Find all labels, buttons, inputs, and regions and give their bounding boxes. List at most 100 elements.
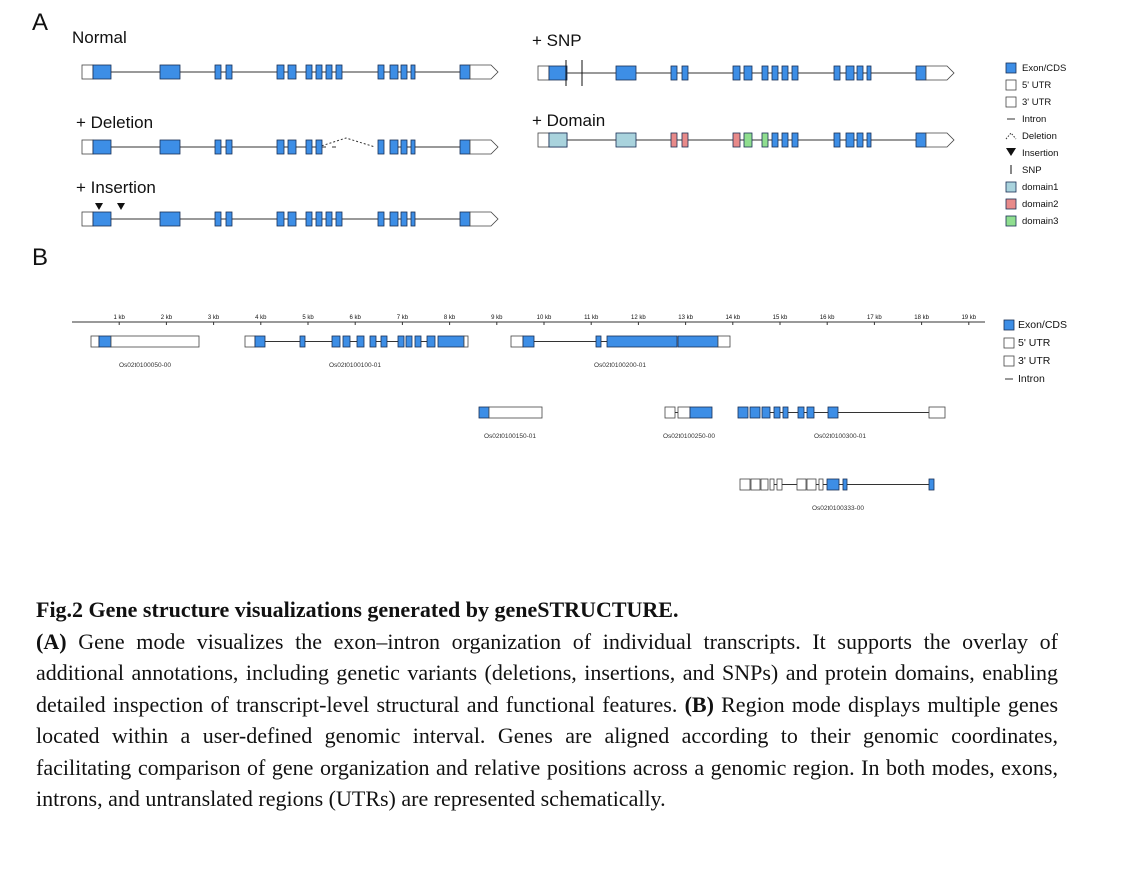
legend-insertion	[1006, 148, 1016, 156]
legend-item: domain1	[1005, 181, 1058, 193]
exon	[342, 335, 351, 348]
exon	[377, 211, 385, 227]
utr	[739, 478, 751, 491]
utr	[81, 211, 94, 227]
exon	[915, 65, 927, 81]
exon	[915, 132, 927, 148]
legend-item: 5' UTR	[1003, 337, 1051, 349]
exon	[389, 211, 399, 227]
region-gene: Os02t0100333-00	[739, 478, 935, 512]
legend-label: domain1	[1022, 182, 1058, 193]
region-axis-ticks: 1 kb 2 kb 3 kb 4 kb 5 kb 6 kb 7 kb 8 kb 9 kb 10 k…	[114, 315, 977, 325]
utr	[537, 132, 550, 148]
exon	[1005, 62, 1017, 74]
legend-item: 3' UTR	[1005, 96, 1051, 108]
axis-tick-label: 19 kb	[961, 315, 976, 321]
axis-tick-label: 2 kb	[161, 315, 173, 321]
caption-title: Fig.2 Gene structure visualizations gene…	[36, 597, 679, 622]
legend-item: Intron	[1005, 373, 1045, 385]
exon	[159, 64, 181, 80]
utr	[110, 335, 200, 348]
legend-label: Exon/CDS	[1018, 319, 1067, 331]
exon	[437, 335, 465, 348]
utr	[776, 478, 783, 491]
exon	[677, 335, 719, 348]
axis-tick-label: 7 kb	[397, 315, 409, 321]
exon	[254, 335, 266, 348]
legend-label: Insertion	[1022, 148, 1058, 159]
legend-item: domain2	[1005, 198, 1058, 210]
legend-item: Exon/CDS	[1003, 319, 1067, 331]
caption-label-a: (A)	[36, 628, 67, 654]
exon	[681, 132, 689, 148]
exon	[732, 65, 741, 81]
axis-tick-label: 4 kb	[255, 315, 267, 321]
exon	[410, 139, 416, 155]
insertion-marker	[117, 203, 125, 210]
panel-b-genes: Os02t0100050-00 Os02t0100100-01 Os02t01002…	[90, 335, 946, 512]
utr	[488, 406, 543, 419]
exon	[771, 132, 779, 148]
gene-id-label: Os02t0100200-01	[594, 362, 646, 369]
exon	[1005, 181, 1017, 193]
exon	[771, 65, 779, 81]
exon	[426, 335, 436, 348]
exon	[397, 335, 405, 348]
exon	[380, 335, 388, 348]
utr	[510, 335, 524, 348]
caption-body: (A) Gene mode visualizes the exon–intron…	[36, 626, 1058, 815]
exon	[791, 132, 799, 148]
exon	[410, 64, 416, 80]
transcript	[537, 132, 955, 148]
utr	[796, 478, 807, 491]
axis-tick-label: 13 kb	[678, 315, 693, 321]
gene-id-label: Os02t0100100-01	[329, 362, 381, 369]
gene-structure-figure: A B Normal + Deletion + Insertion + SNP …	[32, 9, 1067, 512]
utr-3prime	[925, 132, 955, 148]
exon	[761, 406, 771, 419]
legend-item: Intron	[1007, 114, 1046, 125]
legend-label: 5' UTR	[1022, 80, 1051, 91]
exon	[305, 64, 313, 80]
axis-tick-label: 3 kb	[208, 315, 220, 321]
utr	[1005, 96, 1017, 108]
exon	[276, 64, 285, 80]
axis-tick-label: 12 kb	[631, 315, 646, 321]
exon	[225, 139, 233, 155]
utr-3prime	[469, 64, 499, 80]
caption-label-b: (B)	[684, 691, 714, 717]
region-gene: Os02t0100300-01	[737, 406, 946, 440]
exon	[743, 132, 753, 148]
axis-tick-label: 14 kb	[725, 315, 740, 321]
region-gene: Os02t0100150-01	[478, 406, 543, 440]
exon	[400, 64, 408, 80]
exon	[732, 132, 741, 148]
exon	[276, 139, 285, 155]
exon	[92, 64, 112, 80]
exon	[459, 211, 471, 227]
region-gene: Os02t0100200-01	[510, 335, 731, 369]
legend-item: Exon/CDS	[1005, 62, 1066, 74]
exon	[287, 64, 297, 80]
exon	[377, 139, 385, 155]
utr-3prime	[469, 211, 499, 227]
legend-label: 3' UTR	[1018, 355, 1051, 367]
panel-a-legend: Exon/CDS 5' UTR 3' UTR Intron Deletion Insert…	[1005, 62, 1066, 227]
exon	[389, 64, 399, 80]
legend-label: domain3	[1022, 216, 1058, 227]
legend-item: Insertion	[1006, 148, 1058, 159]
utr	[818, 478, 824, 491]
utr	[928, 406, 946, 419]
figure-caption: Fig.2 Gene structure visualizations gene…	[36, 594, 1058, 815]
utr	[1005, 79, 1017, 91]
exon	[856, 65, 864, 81]
exon	[856, 132, 864, 148]
axis-tick-label: 5 kb	[302, 315, 314, 321]
caption-text-a: Gene mode visualizes the exon–intron org…	[36, 628, 1059, 717]
exon	[356, 335, 365, 348]
exon	[400, 211, 408, 227]
gene-id-label: Os02t0100300-01	[814, 433, 866, 440]
gene-id-label: Os02t0100150-01	[484, 433, 536, 440]
exon	[1003, 319, 1015, 331]
exon	[315, 139, 323, 155]
